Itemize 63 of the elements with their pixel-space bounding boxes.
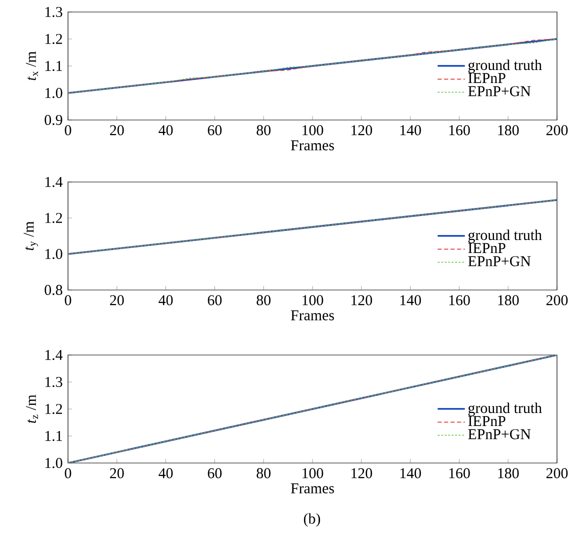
x-axis-title: Frames bbox=[290, 483, 334, 494]
text: (b) bbox=[304, 513, 320, 527]
y-tick-label: 1.0 bbox=[45, 88, 62, 98]
x-tick-label: 100 bbox=[302, 125, 324, 136]
x-tick-label: 180 bbox=[498, 295, 519, 306]
y-tick-label: 1.3 bbox=[45, 376, 62, 388]
y-tick-label: 0.9 bbox=[44, 114, 62, 126]
x-tick-label: 60 bbox=[208, 468, 222, 478]
legend-label: ground truth bbox=[468, 402, 542, 416]
legend-label: EPnP+GN bbox=[468, 86, 531, 96]
x-axis-title: Frames bbox=[290, 140, 334, 150]
y-axis-title: t$_{y}$ /m bbox=[24, 221, 38, 250]
y-tick-label: 1.4 bbox=[45, 350, 63, 360]
x-tick-label: 20 bbox=[110, 468, 124, 478]
legend-label: EPnP+GN bbox=[468, 256, 531, 266]
x-tick-label: 200 bbox=[546, 125, 568, 136]
legend-label: IEPnP bbox=[468, 73, 506, 83]
y-tick-label: 1.2 bbox=[45, 212, 62, 224]
y-tick-label: 1.2 bbox=[45, 404, 62, 414]
legend-label: IEPnP bbox=[468, 416, 506, 426]
y-axis-title: t$_{z}$ /m bbox=[26, 394, 38, 423]
x-tick-label: 120 bbox=[352, 295, 372, 306]
x-tick-label: 160 bbox=[449, 468, 470, 478]
x-tick-label: 140 bbox=[400, 125, 421, 136]
y-tick-label: 1.1 bbox=[45, 430, 62, 442]
x-tick-label: 160 bbox=[449, 295, 470, 306]
x-tick-label: 200 bbox=[546, 295, 568, 306]
x-tick-label: 20 bbox=[110, 125, 124, 136]
y-tick-label: 1.3 bbox=[45, 6, 62, 18]
y-axis-title: t$_{x}$ /m bbox=[26, 51, 38, 80]
x-tick-label: 40 bbox=[158, 125, 173, 136]
legend-label: IEPnP bbox=[468, 243, 506, 253]
x-tick-label: 120 bbox=[352, 125, 372, 136]
legend-label: ground truth bbox=[468, 230, 542, 244]
x-tick-label: 180 bbox=[498, 468, 519, 478]
legend-label: ground truth bbox=[468, 60, 542, 74]
x-tick-label: 80 bbox=[256, 468, 271, 478]
x-tick-label: 100 bbox=[302, 468, 324, 478]
x-tick-label: 80 bbox=[256, 295, 271, 306]
y-tick-label: 1.2 bbox=[45, 34, 62, 44]
x-tick-label: 60 bbox=[208, 125, 222, 136]
x-tick-label: 180 bbox=[498, 125, 519, 136]
y-tick-label: 1.4 bbox=[45, 176, 63, 188]
x-tick-label: 140 bbox=[400, 468, 421, 478]
x-tick-label: 0 bbox=[64, 295, 72, 306]
x-axis-title: Frames bbox=[290, 310, 334, 320]
x-tick-label: 120 bbox=[352, 468, 372, 478]
x-tick-label: 100 bbox=[302, 295, 324, 306]
x-tick-label: 60 bbox=[208, 295, 222, 306]
x-tick-label: 0 bbox=[64, 468, 72, 478]
x-tick-label: 160 bbox=[449, 125, 470, 136]
y-tick-label: 0.8 bbox=[44, 284, 62, 296]
x-tick-label: 20 bbox=[110, 295, 124, 306]
y-tick-label: 1.0 bbox=[45, 458, 62, 468]
x-tick-label: 40 bbox=[158, 295, 173, 306]
x-tick-label: 40 bbox=[158, 468, 173, 478]
x-tick-label: 140 bbox=[400, 295, 421, 306]
x-tick-label: 80 bbox=[256, 125, 271, 136]
y-tick-label: 1.0 bbox=[45, 248, 62, 260]
x-tick-label: 200 bbox=[546, 468, 568, 478]
x-tick-label: 0 bbox=[64, 125, 72, 136]
legend-label: EPnP+GN bbox=[468, 429, 531, 440]
y-tick-label: 1.1 bbox=[45, 60, 62, 72]
